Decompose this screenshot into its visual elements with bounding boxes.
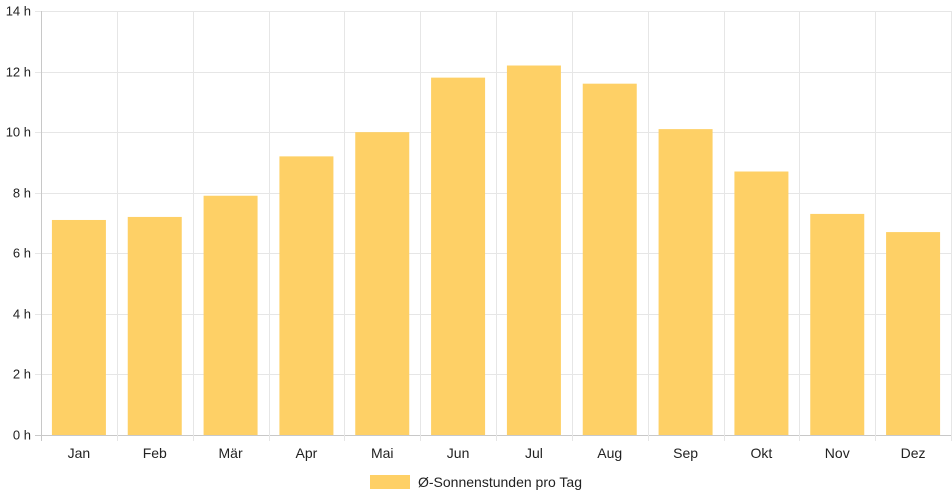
bar-mai[interactable] [355, 132, 410, 435]
y-tick-label: 12 h [6, 65, 31, 80]
y-tick-label: 14 h [6, 4, 31, 19]
legend[interactable]: Ø-Sonnenstunden pro Tag [370, 474, 582, 490]
bar-dez[interactable] [886, 232, 941, 435]
y-tick-label: 8 h [13, 186, 31, 201]
bar-mär[interactable] [203, 195, 258, 435]
y-tick-label: 0 h [13, 428, 31, 443]
x-tick-label: Okt [751, 445, 773, 461]
bar-apr[interactable] [279, 156, 334, 435]
y-tick-label: 4 h [13, 307, 31, 322]
y-tick-label: 2 h [13, 367, 31, 382]
x-tick-label: Sep [673, 445, 698, 461]
bar-jun[interactable] [431, 77, 486, 435]
bar-jan[interactable] [51, 219, 106, 435]
legend-swatch [370, 475, 410, 489]
bar-sep[interactable] [658, 129, 713, 435]
x-tick-label: Feb [143, 445, 167, 461]
grid-lines [35, 11, 952, 441]
legend-label: Ø-Sonnenstunden pro Tag [418, 474, 582, 490]
bar-jul[interactable] [506, 65, 561, 435]
x-tick-label: Jun [447, 445, 470, 461]
bar-aug[interactable] [582, 83, 637, 435]
bar-nov[interactable] [810, 213, 865, 435]
bars [51, 65, 941, 435]
x-tick-label: Dez [901, 445, 926, 461]
x-tick-label: Jan [68, 445, 91, 461]
x-tick-label: Aug [597, 445, 622, 461]
x-tick-label: Apr [296, 445, 318, 461]
bar-feb[interactable] [127, 216, 182, 435]
x-tick-label: Mai [371, 445, 394, 461]
bar-okt[interactable] [734, 171, 789, 435]
y-axis-ticks: 0 h 2 h 4 h 6 h 8 h 10 h 12 h 14 h [6, 4, 31, 443]
x-tick-label: Jul [525, 445, 543, 461]
y-tick-label: 10 h [6, 125, 31, 140]
x-tick-label: Mär [219, 445, 243, 461]
x-tick-label: Nov [825, 445, 850, 461]
x-axis-ticks: Jan Feb Mär Apr Mai Jun Jul Aug Sep Okt Nov Dez [68, 445, 926, 461]
y-tick-label: 6 h [13, 246, 31, 261]
